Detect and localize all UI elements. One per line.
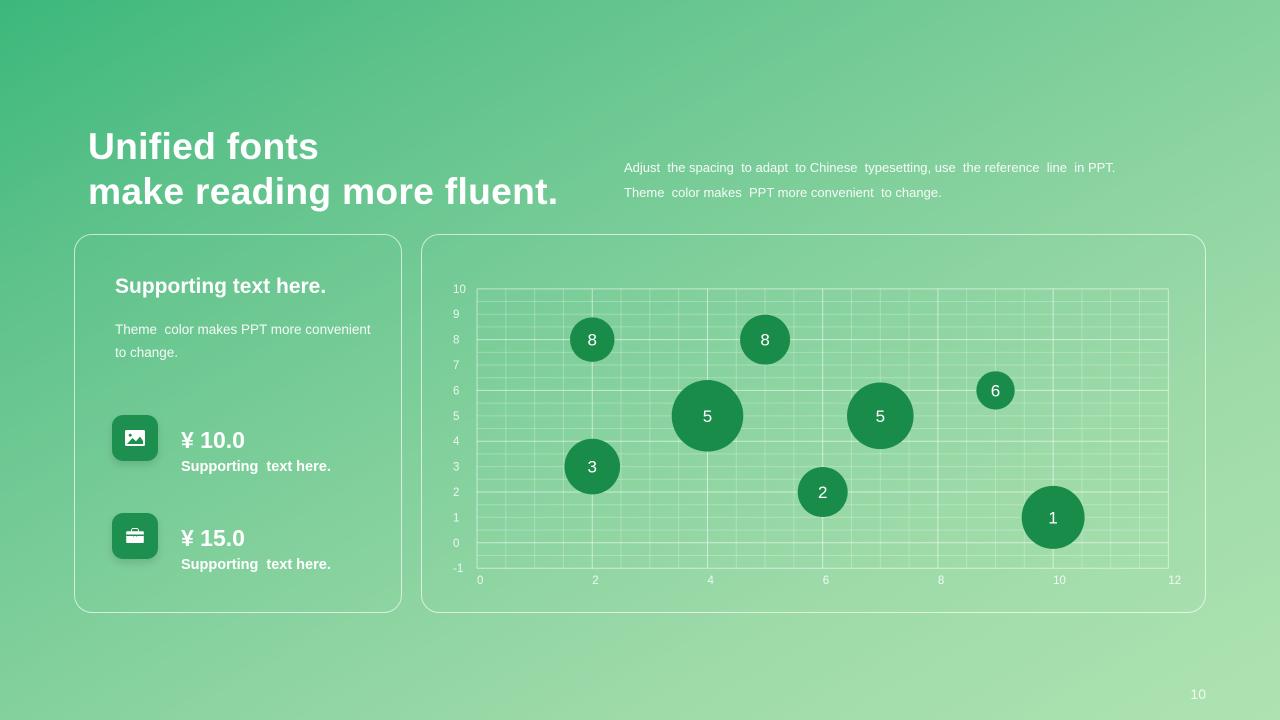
svg-text:5: 5: [876, 407, 885, 426]
svg-text:9: 9: [453, 309, 459, 321]
svg-text:7: 7: [453, 360, 459, 372]
svg-text:5: 5: [453, 411, 459, 423]
svg-text:8: 8: [938, 575, 944, 587]
svg-text:-1: -1: [453, 563, 463, 575]
svg-text:1: 1: [1048, 508, 1057, 527]
svg-text:10: 10: [453, 284, 466, 296]
svg-text:4: 4: [707, 575, 714, 587]
svg-text:1: 1: [453, 512, 459, 524]
svg-text:10: 10: [1053, 575, 1066, 587]
svg-text:12: 12: [1168, 575, 1181, 587]
svg-text:8: 8: [588, 331, 597, 350]
svg-text:6: 6: [991, 381, 1000, 400]
svg-text:3: 3: [453, 462, 459, 474]
svg-text:3: 3: [588, 458, 597, 477]
svg-text:8: 8: [453, 335, 459, 347]
svg-text:4: 4: [453, 436, 460, 448]
svg-text:2: 2: [818, 483, 827, 502]
svg-text:0: 0: [477, 575, 483, 587]
svg-text:0: 0: [453, 538, 459, 550]
svg-text:8: 8: [760, 331, 769, 350]
svg-text:6: 6: [453, 385, 459, 397]
svg-text:2: 2: [453, 487, 459, 499]
svg-text:2: 2: [592, 575, 598, 587]
svg-text:5: 5: [703, 407, 712, 426]
svg-text:6: 6: [823, 575, 829, 587]
